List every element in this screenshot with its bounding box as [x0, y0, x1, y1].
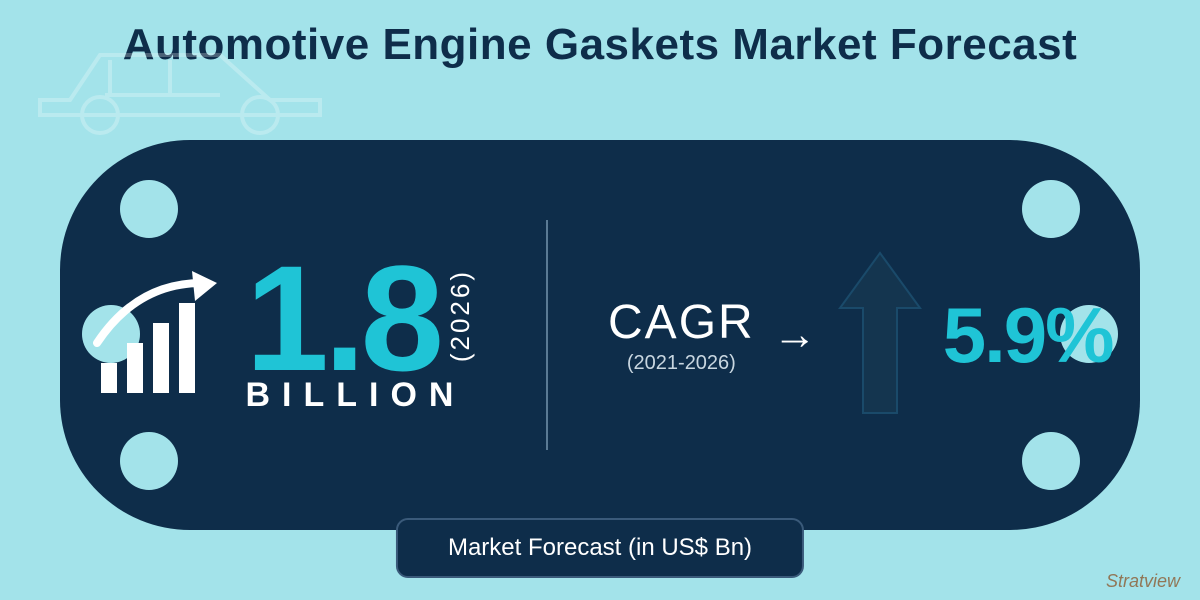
growth-chart-icon: [87, 263, 227, 408]
vertical-divider: [546, 220, 548, 450]
market-year: (2026): [445, 269, 476, 362]
cagr-period: (2021-2026): [608, 352, 755, 375]
market-unit: BILLION: [245, 376, 476, 415]
arrow-right-icon: →: [773, 310, 817, 360]
cagr-value: 5.9%: [943, 290, 1113, 381]
cagr-block: CAGR (2021-2026) → 5.9%: [558, 248, 1112, 423]
value-wrap: 1.8 (2026) BILLION: [245, 255, 476, 416]
car-silhouette-bg: [20, 10, 340, 145]
market-value-block: 1.8 (2026) BILLION: [87, 255, 536, 416]
brand-watermark: Stratview: [1106, 571, 1180, 592]
panel-content: 1.8 (2026) BILLION CAGR (2021-2026) → 5.: [60, 140, 1140, 530]
cagr-label: CAGR: [608, 295, 755, 350]
arrow-up-icon: [835, 248, 925, 423]
forecast-panel: 1.8 (2026) BILLION CAGR (2021-2026) → 5.: [60, 140, 1140, 530]
market-value: 1.8: [245, 255, 439, 383]
footer-label: Market Forecast (in US$ Bn): [396, 518, 804, 578]
